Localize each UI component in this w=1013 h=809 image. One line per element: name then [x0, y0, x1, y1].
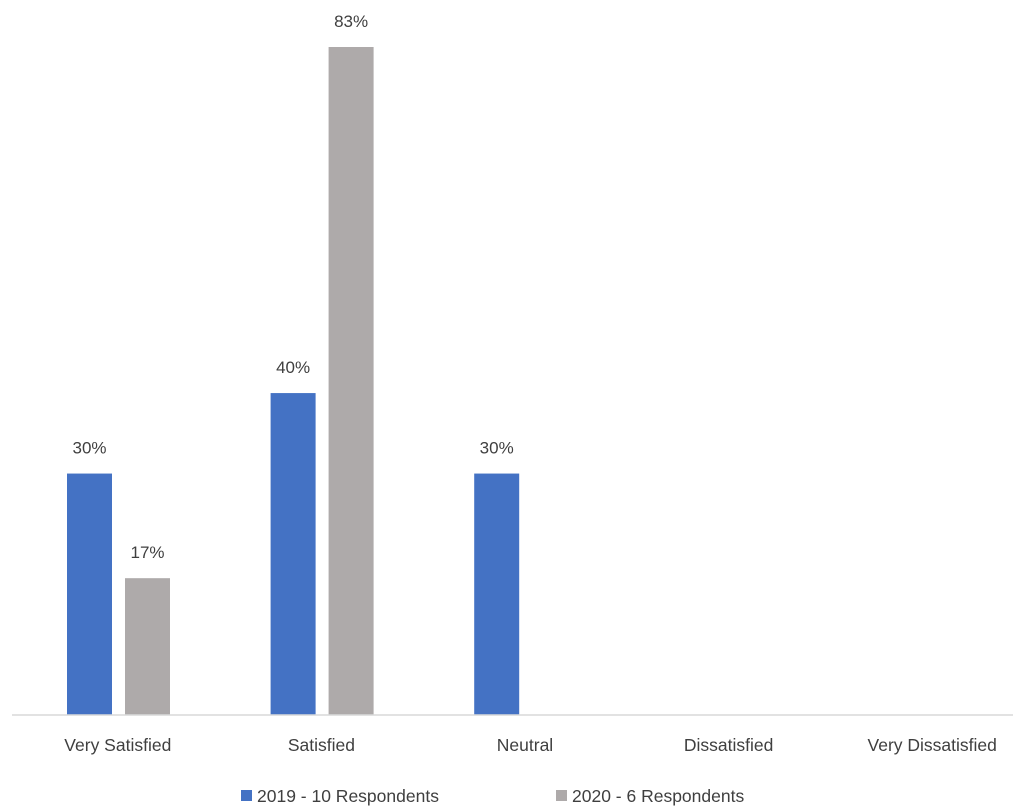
legend-swatch-series-1 [241, 790, 252, 801]
legend-swatch-series-2 [556, 790, 567, 801]
bar-very-satisfied-series-1 [67, 473, 112, 715]
category-label-very-dissatisfied: Very Dissatisfied [868, 735, 997, 755]
category-labels-layer: Very Satisfied Satisfied Neutral Dissatisfi… [64, 735, 997, 755]
category-label-dissatisfied: Dissatisfied [684, 735, 773, 755]
bar-satisfied-series-2 [328, 47, 374, 715]
bars-layer [67, 47, 520, 715]
category-label-very-satisfied: Very Satisfied [64, 735, 171, 755]
value-label-neutral-series-1: 30% [480, 439, 514, 458]
bar-neutral-series-1 [474, 473, 520, 715]
legend: 2019 - 10 Respondents 2020 - 6 Respondent… [241, 786, 744, 806]
bar-very-satisfied-series-2 [125, 578, 170, 715]
value-labels-layer: 30% 17% 40% 83% 30% [72, 12, 513, 562]
category-label-satisfied: Satisfied [288, 735, 355, 755]
value-label-satisfied-series-2: 83% [334, 12, 368, 31]
category-label-neutral: Neutral [497, 735, 553, 755]
value-label-very-satisfied-series-2: 17% [130, 543, 164, 562]
value-label-satisfied-series-1: 40% [276, 358, 310, 377]
value-label-very-satisfied-series-1: 30% [72, 439, 106, 458]
legend-label-series-2: 2020 - 6 Respondents [572, 786, 744, 806]
legend-label-series-1: 2019 - 10 Respondents [257, 786, 439, 806]
bar-satisfied-series-1 [270, 393, 316, 715]
